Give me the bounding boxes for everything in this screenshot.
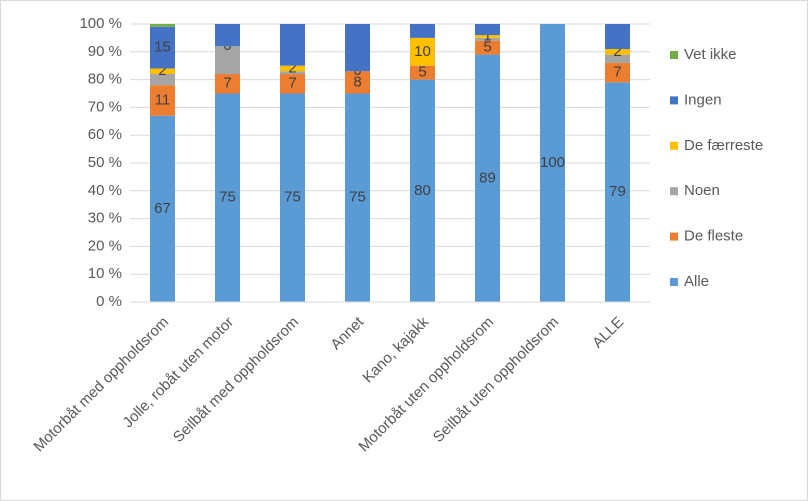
bar-segment [540,24,565,302]
bar-segment [410,79,435,302]
bar-segment [280,24,305,66]
bar-segment [475,40,500,55]
data-label: 10 [414,43,431,60]
data-label: 80 [414,182,431,199]
data-label: 75 [284,189,301,206]
data-label: 2 [613,43,621,60]
bar-segment [150,26,175,69]
y-tick-label: 70 % [88,98,122,115]
y-tick-label: 40 % [88,182,122,199]
data-label: 7 [288,75,296,92]
bar-segment [345,24,370,72]
bar-segment [215,93,240,302]
bar-segment [215,24,240,47]
bar-segment [150,74,175,86]
data-label: 75 [349,189,366,206]
legend-label: De færreste [684,137,763,154]
data-label: 5 [483,39,491,56]
bar-segment [605,49,630,55]
y-tick-label: 0 % [96,293,122,310]
bar-segment [475,35,500,38]
data-label: 75 [219,189,236,206]
y-tick-label: 60 % [88,126,122,143]
data-label: 11 [155,91,171,108]
data-label: 8 [353,73,361,90]
y-tick-label: 80 % [88,71,122,88]
data-label: 67 [154,200,171,217]
bar-segment [150,68,175,75]
bar-segment [150,85,175,116]
data-label: 5 [418,64,426,81]
y-tick-label: 100 % [79,15,122,32]
data-label: 100 [540,154,565,171]
y-tick-label: 30 % [88,210,122,227]
bar-segment [280,74,305,94]
legend-swatch [670,187,678,196]
bar-segment [215,46,240,75]
bar-segment [605,24,630,50]
data-label: 2 [288,59,296,76]
legend-label: Alle [684,273,709,290]
bar-segment [605,54,630,63]
data-label: 79 [609,183,626,200]
y-tick-label: 10 % [88,265,122,282]
legend-swatch [670,51,678,59]
legend-swatch [670,96,678,105]
data-label: 89 [479,169,496,186]
bar-segment [215,74,240,94]
y-tick-label: 50 % [88,154,122,171]
bar-segment [150,24,175,27]
legend-label: Ingen [684,91,722,108]
bar-segment [345,93,370,302]
bar-segment [150,115,175,303]
bar-segment [605,62,630,83]
bar-segment [280,93,305,302]
bar-segment [475,54,500,302]
data-label: 7 [223,75,231,92]
bar-segment [345,71,370,94]
bar-segment [475,24,500,36]
legend-swatch [670,278,678,286]
legend-label: De fleste [684,228,743,245]
bar-segment [475,37,500,41]
legend-swatch [670,232,678,241]
bar-segment [280,65,305,72]
bar-segment [410,65,435,80]
data-label: 15 [154,39,171,56]
legend-label: Vet ikke [684,46,737,63]
bar-segment [410,24,435,38]
y-tick-label: 20 % [88,237,122,254]
y-tick-label: 90 % [88,43,122,60]
data-label: 1 [483,27,491,44]
bar-segment [605,82,630,302]
legend-label: Noen [684,182,720,199]
bar-segment [410,37,435,66]
data-label: 7 [613,64,621,81]
legend-swatch [670,141,678,150]
data-label: 2 [158,62,166,79]
bar-segment [280,71,305,75]
